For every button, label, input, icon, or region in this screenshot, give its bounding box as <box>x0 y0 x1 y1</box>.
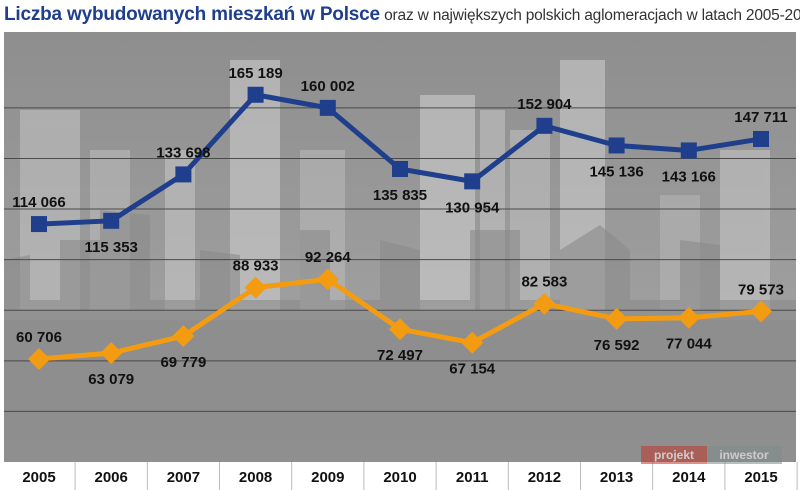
series-2-value-label: 88 933 <box>233 258 279 275</box>
series-1-value-label: 165 189 <box>228 65 282 82</box>
watermark-left-text: projekt <box>654 448 694 462</box>
series-1-point <box>392 161 408 178</box>
series-2-point <box>605 307 628 330</box>
x-tick-label: 2014 <box>672 469 706 486</box>
x-tick-label: 2009 <box>311 469 344 486</box>
watermark-logo: projekt inwestor <box>641 446 782 464</box>
series-1-point <box>753 130 769 147</box>
series-1-point <box>608 137 625 154</box>
series-1-point <box>319 99 336 116</box>
series-1-value-label: 160 002 <box>301 78 355 95</box>
series-2-point <box>461 331 484 354</box>
series-2-point <box>244 276 267 299</box>
series-1-value-label: 135 835 <box>373 187 427 204</box>
ground-band <box>4 320 796 462</box>
series-1-value-label: 133 698 <box>156 144 210 161</box>
x-tick-label: 2007 <box>167 469 200 486</box>
series-1-point <box>175 166 192 183</box>
series-2-value-label: 63 079 <box>88 371 134 388</box>
series-2-value-label: 79 573 <box>738 281 784 298</box>
series-1-point <box>103 212 120 229</box>
grid-lines <box>4 107 798 490</box>
x-tick-label: 2010 <box>383 469 416 486</box>
chart-title: Liczba wybudowanych mieszkań w Polsce or… <box>4 4 800 26</box>
series-1-value-label: 130 954 <box>445 199 500 216</box>
series-1-point <box>247 86 264 103</box>
series-2-point <box>389 318 411 341</box>
x-tick-label: 2012 <box>528 469 561 486</box>
x-tick-label: 2005 <box>22 469 55 486</box>
x-tick-label: 2006 <box>95 469 128 486</box>
value-labels: 114 066 115 353 133 698 165 189 160 002 135 8… <box>12 65 787 388</box>
series-2-value-label: 92 264 <box>305 249 352 266</box>
x-tick-label: 2015 <box>744 469 777 486</box>
series-1-point <box>680 142 697 159</box>
series-1-point <box>31 216 47 233</box>
title-subtitle: oraz w największych polskich aglomeracja… <box>384 7 800 24</box>
series-1-value-label: 115 353 <box>84 239 137 256</box>
series-1-value-label: 147 711 <box>734 109 787 126</box>
x-axis-ticks: 2005 2006 2007 2008 2009 2010 2011 2012 2013 2014… <box>22 469 777 486</box>
series-2-value-label: 60 706 <box>16 329 62 346</box>
series-2-point <box>677 306 700 329</box>
series-1-value-label: 114 066 <box>12 194 65 211</box>
x-tick-label: 2008 <box>239 469 272 486</box>
series-2-value-label: 67 154 <box>449 361 496 378</box>
series-1-value-label: 145 136 <box>589 163 643 180</box>
series-2-point <box>316 268 339 291</box>
series-1-value-label: 143 166 <box>662 168 716 185</box>
series-2-point <box>100 342 123 365</box>
series-2-value-label: 82 583 <box>521 274 567 291</box>
x-tick-label: 2011 <box>456 469 489 486</box>
series-2-value-label: 77 044 <box>666 336 713 353</box>
series-2-point <box>533 292 556 315</box>
series-1-value-label: 152 904 <box>517 96 572 113</box>
series-markers <box>28 86 772 371</box>
series-2-value-label: 72 497 <box>377 347 423 364</box>
series-1-point <box>536 117 553 134</box>
series-2-value-label: 76 592 <box>594 337 640 354</box>
x-tick-label: 2013 <box>600 469 633 486</box>
series-2-point <box>28 348 50 371</box>
series-2-point <box>172 325 195 348</box>
series-2-value-label: 69 779 <box>160 354 206 371</box>
title-main: Liczba wybudowanych mieszkań w Polsce <box>4 4 380 25</box>
series-1-point <box>464 173 481 190</box>
series-2-point <box>750 300 772 323</box>
watermark-right-text: inwestor <box>719 448 769 462</box>
